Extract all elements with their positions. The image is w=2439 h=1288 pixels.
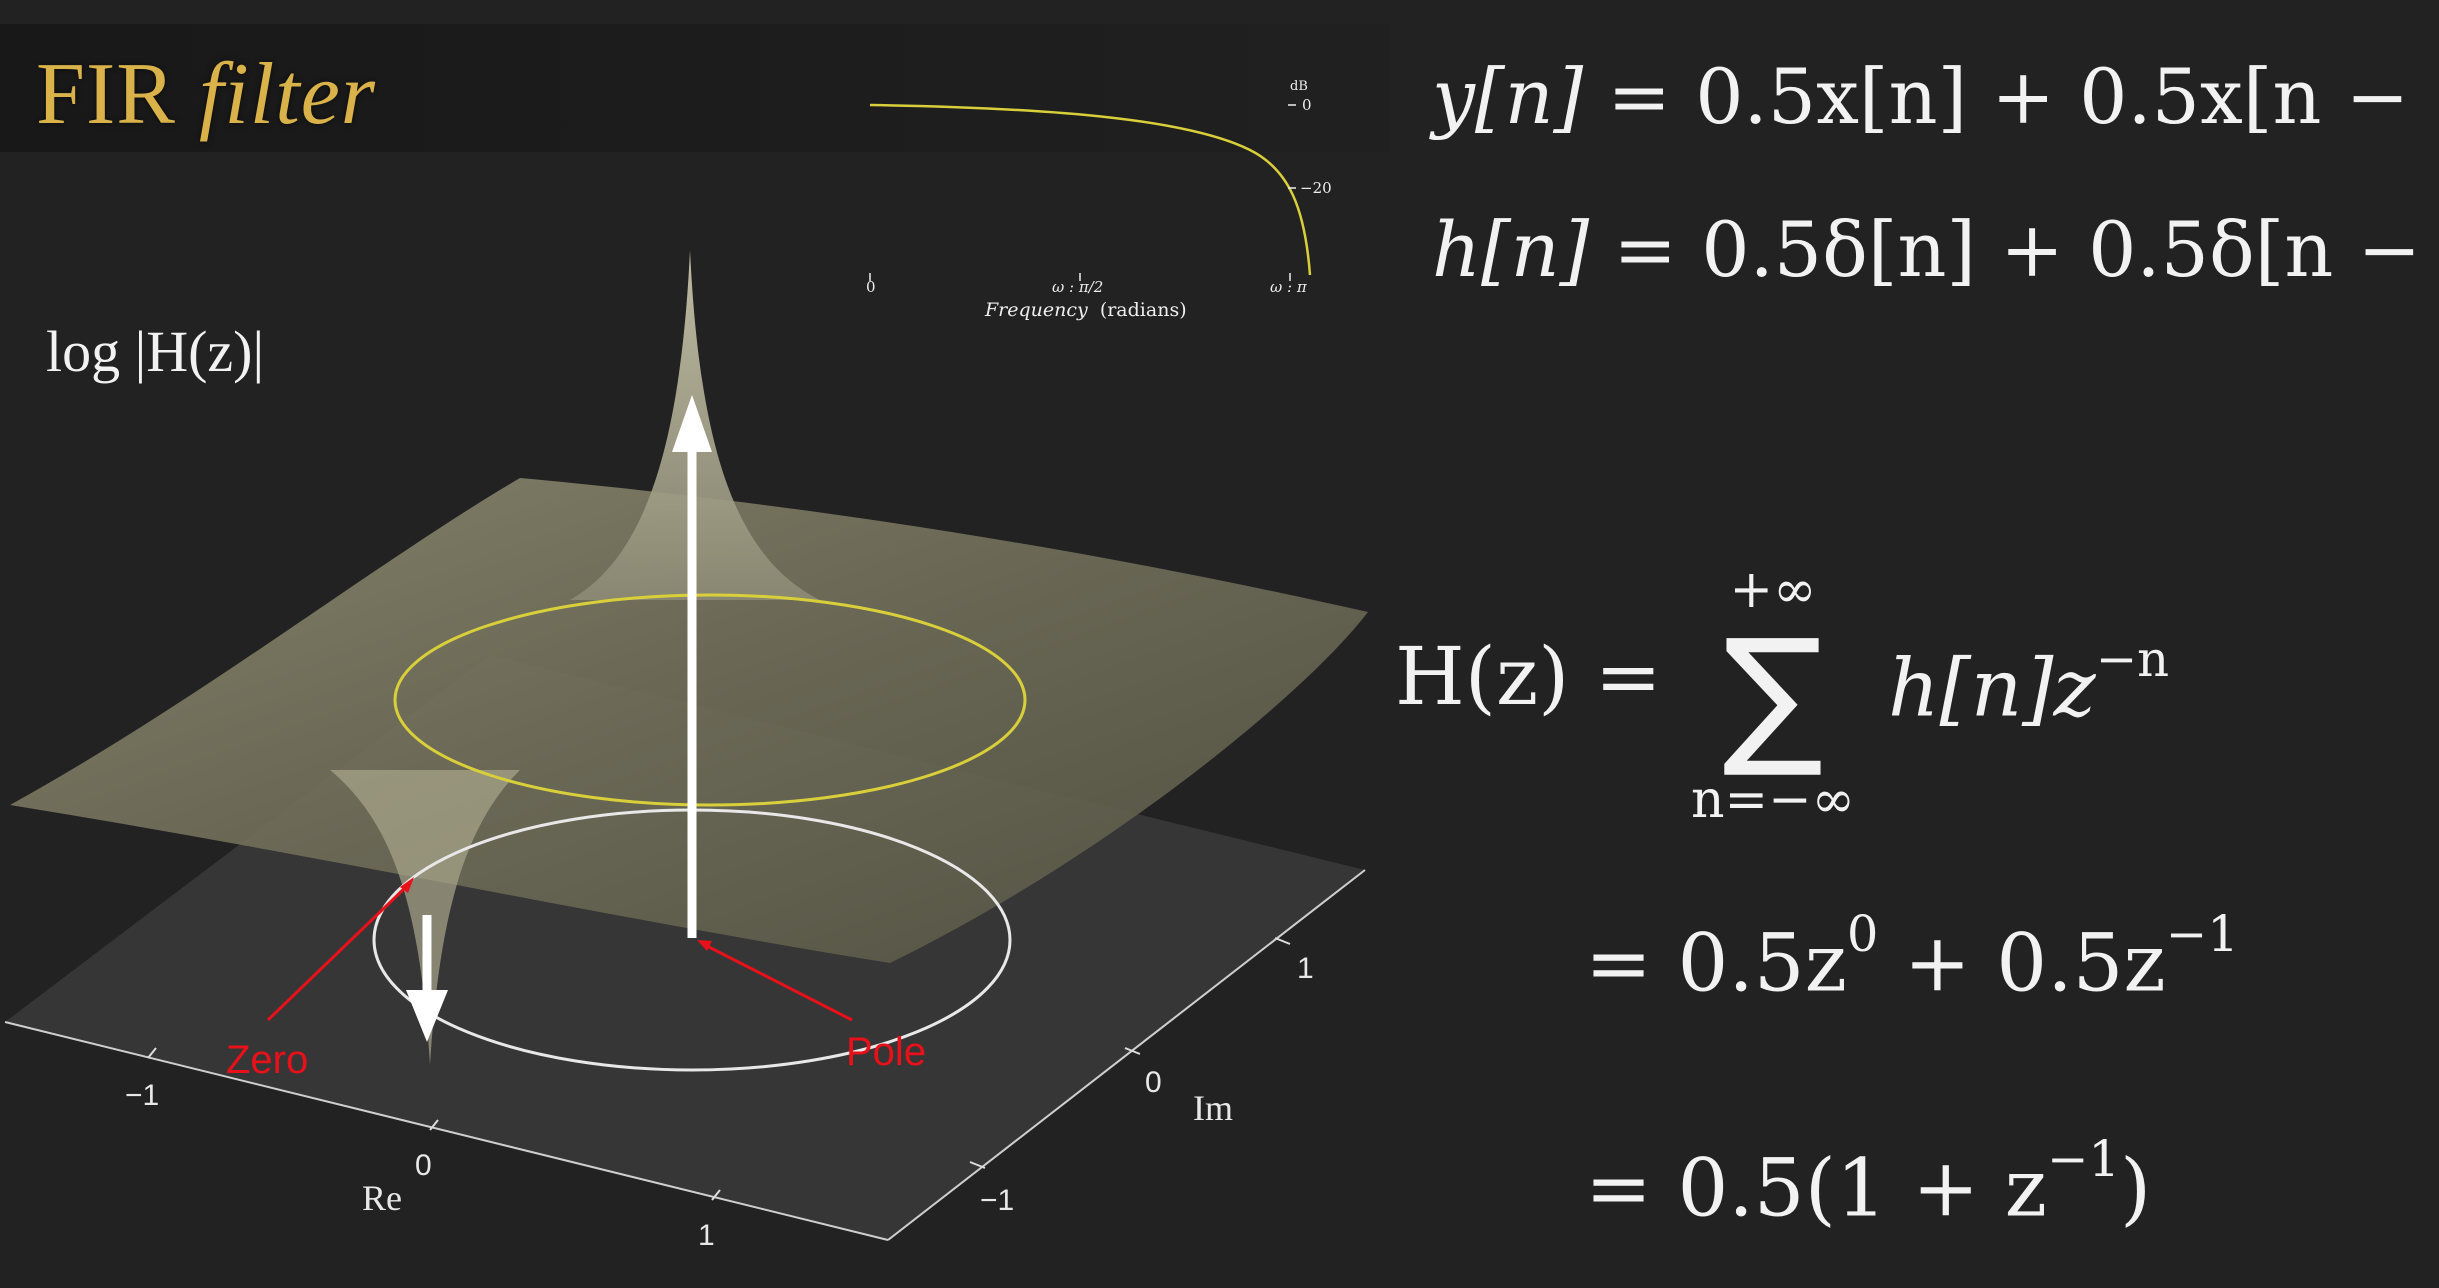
- summation: +∞ ∑ n=−∞: [1668, 560, 1878, 830]
- impulse-response-equation: h[n] = 0.5δ[n] + 0.5δ[n − 1]: [1432, 205, 2439, 294]
- zero-label: Zero: [226, 1038, 309, 1082]
- expansion-step-1: = 0.5z0 + 0.5z−1: [1585, 905, 2239, 1010]
- impulse-lhs: h[n]: [1432, 205, 1590, 294]
- step2-term-b: ): [2119, 1141, 2152, 1235]
- step2-exp-a: −1: [2046, 1130, 2120, 1188]
- sum-lower-limit: n=−∞: [1691, 770, 1855, 830]
- pole-arrow-head: [672, 395, 712, 452]
- re-axis-label: Re: [362, 1178, 402, 1218]
- sum-symbol: ∑: [1722, 608, 1824, 782]
- re-tick-0: 0: [415, 1149, 432, 1182]
- step1-exp-a: 0: [1846, 905, 1879, 963]
- title-italic: filter: [198, 46, 377, 143]
- im-axis-label: Im: [1193, 1088, 1233, 1128]
- re-tick-1: 1: [698, 1219, 715, 1252]
- db-tick-0: 0: [1302, 96, 1312, 114]
- step1-exp-b: −1: [2165, 905, 2239, 963]
- step1-term-b: + 0.5z: [1878, 916, 2166, 1010]
- pole-pointer: [704, 943, 853, 1022]
- impulse-rhs: = 0.5δ[n] + 0.5δ[n − 1]: [1613, 205, 2439, 294]
- summand-exponent: −n: [2095, 630, 2170, 688]
- im-tick-0: 0: [1145, 1066, 1162, 1099]
- x-tick-pi-2: ω : π/2: [1052, 278, 1103, 296]
- expansion-step-2: = 0.5(1 + z−1): [1585, 1130, 2151, 1235]
- x-tick-0: 0: [866, 278, 876, 296]
- transfer-lhs: H(z) =: [1395, 630, 1662, 723]
- difference-lhs: y[n]: [1432, 52, 1584, 141]
- pole-label: Pole: [846, 1030, 927, 1074]
- db-unit-label: dB: [1290, 79, 1308, 94]
- zero-arrow-head: [406, 990, 448, 1042]
- im-tick-neg1: −1: [980, 1184, 1014, 1217]
- frequency-response-plot: dB 0 −20 0 ω : π/2 ω : π Frequency (radi…: [866, 79, 1332, 321]
- z-plane-surface-plot: −1 0 1 Re 1 0 −1 Im: [4, 250, 1368, 1252]
- zero-pointer: [266, 883, 410, 1022]
- magnitude-curve: [869, 103, 1312, 276]
- summand-base: h[n]z: [1888, 641, 2096, 735]
- step2-term-a: = 0.5(1 + z: [1585, 1141, 2047, 1235]
- x-axis-label: Frequency (radians): [984, 299, 1187, 321]
- unit-circle-on-surface: [393, 593, 1027, 807]
- title-main: FIR: [36, 46, 176, 143]
- step1-term-a: = 0.5z: [1585, 916, 1847, 1010]
- x-axis-label-rest: (radians): [1100, 299, 1187, 321]
- surface-label: log |H(z)|: [46, 319, 265, 384]
- db-tick-20: −20: [1300, 179, 1332, 197]
- page-title: FIR filter: [36, 44, 376, 145]
- re-tick-neg1: −1: [125, 1079, 159, 1112]
- x-tick-pi: ω : π: [1270, 278, 1308, 296]
- summand: h[n]z−n: [1888, 630, 2169, 735]
- x-axis-label-italic: Frequency: [984, 299, 1088, 321]
- sum-upper-limit: +∞: [1729, 560, 1817, 620]
- difference-rhs: = 0.5x[n] + 0.5x[n − 1]: [1607, 52, 2439, 141]
- difference-equation: y[n] = 0.5x[n] + 0.5x[n − 1]: [1432, 52, 2439, 141]
- im-tick-1: 1: [1297, 952, 1314, 985]
- title-bar: [0, 24, 1390, 152]
